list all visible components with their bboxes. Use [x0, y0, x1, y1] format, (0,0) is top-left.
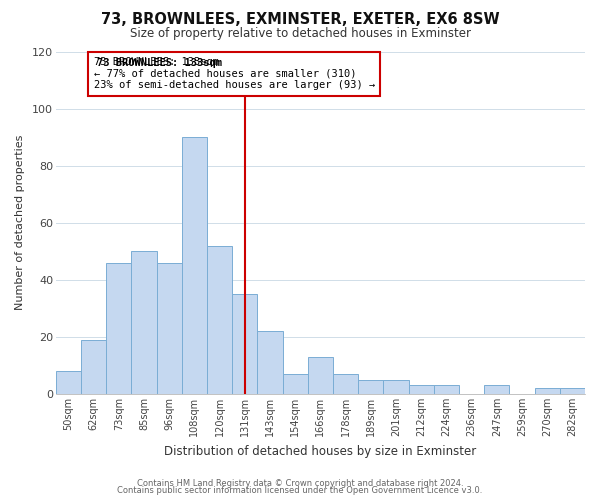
- Bar: [358, 380, 383, 394]
- Bar: [106, 262, 131, 394]
- Bar: [383, 380, 409, 394]
- Bar: [56, 371, 81, 394]
- Bar: [535, 388, 560, 394]
- Text: 73, BROWNLEES, EXMINSTER, EXETER, EX6 8SW: 73, BROWNLEES, EXMINSTER, EXETER, EX6 8S…: [101, 12, 499, 28]
- Text: Contains HM Land Registry data © Crown copyright and database right 2024.: Contains HM Land Registry data © Crown c…: [137, 478, 463, 488]
- Bar: [434, 386, 459, 394]
- Bar: [560, 388, 585, 394]
- Text: 73 BROWNLEES: 133sqm
← 77% of detached houses are smaller (310)
23% of semi-deta: 73 BROWNLEES: 133sqm ← 77% of detached h…: [94, 57, 375, 90]
- Text: 73 BROWNLEES: 133sqm: 73 BROWNLEES: 133sqm: [97, 58, 221, 68]
- Bar: [207, 246, 232, 394]
- Bar: [283, 374, 308, 394]
- Bar: [409, 386, 434, 394]
- Bar: [484, 386, 509, 394]
- Text: Size of property relative to detached houses in Exminster: Size of property relative to detached ho…: [130, 28, 470, 40]
- Bar: [257, 331, 283, 394]
- Text: Contains public sector information licensed under the Open Government Licence v3: Contains public sector information licen…: [118, 486, 482, 495]
- Bar: [81, 340, 106, 394]
- X-axis label: Distribution of detached houses by size in Exminster: Distribution of detached houses by size …: [164, 444, 476, 458]
- Bar: [232, 294, 257, 394]
- Bar: [333, 374, 358, 394]
- Bar: [131, 252, 157, 394]
- Y-axis label: Number of detached properties: Number of detached properties: [15, 135, 25, 310]
- Bar: [308, 357, 333, 394]
- Bar: [182, 137, 207, 394]
- Bar: [157, 262, 182, 394]
